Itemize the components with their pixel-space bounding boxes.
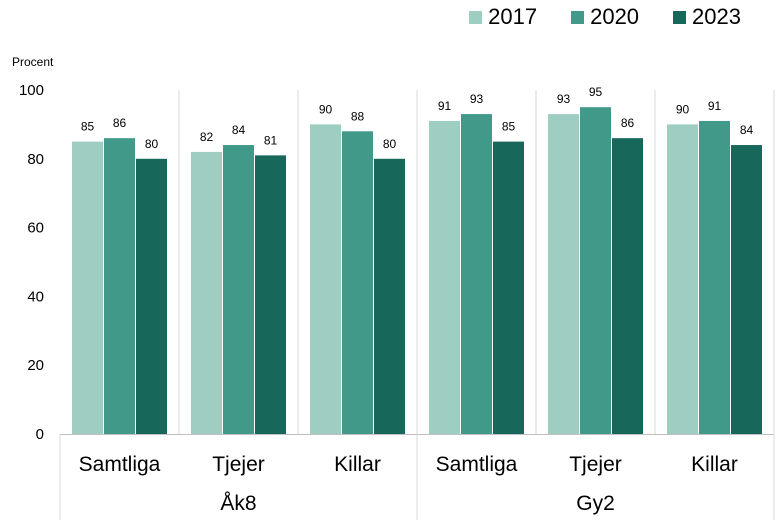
data-label: 84 xyxy=(740,123,754,137)
data-label: 81 xyxy=(264,133,278,147)
bar-2020 xyxy=(223,145,254,435)
x-tick-label: Samtliga xyxy=(79,453,161,476)
legend: 2017 2020 2023 xyxy=(469,4,741,30)
legend-item-2020: 2020 xyxy=(571,4,639,30)
group-label: Åk8 xyxy=(220,492,256,515)
bar-2023 xyxy=(612,138,643,434)
data-label: 84 xyxy=(232,123,246,137)
bar-2023 xyxy=(136,158,167,435)
data-label: 91 xyxy=(708,99,722,113)
legend-item-2017: 2017 xyxy=(469,4,537,30)
bar-2020 xyxy=(104,138,135,434)
bar-2017 xyxy=(310,124,341,435)
bar-2017 xyxy=(429,120,460,435)
y-axis-label: Procent xyxy=(12,55,54,69)
data-label: 80 xyxy=(383,137,397,151)
bar-2020 xyxy=(699,120,730,435)
data-label: 80 xyxy=(145,137,159,151)
legend-label-2023: 2023 xyxy=(692,4,741,29)
bar-2017 xyxy=(72,141,103,434)
legend-label-2020: 2020 xyxy=(590,4,640,29)
legend-swatch-2023 xyxy=(673,10,687,24)
data-label: 85 xyxy=(81,120,95,134)
x-tick-label: Samtliga xyxy=(436,453,518,476)
x-tick-label: Tjejer xyxy=(569,453,622,476)
x-tick-label: Tjejer xyxy=(212,453,265,476)
bar-2017 xyxy=(548,114,579,434)
data-label: 88 xyxy=(351,109,365,123)
legend-swatch-2017 xyxy=(469,10,483,24)
bar-2023 xyxy=(255,155,286,435)
data-label: 95 xyxy=(589,85,603,99)
group-label: Gy2 xyxy=(576,492,615,515)
data-label: 93 xyxy=(557,92,571,106)
data-label: 91 xyxy=(438,99,452,113)
bar-2020 xyxy=(580,107,611,434)
y-tick-label: 100 xyxy=(19,82,44,99)
bar-2020 xyxy=(342,131,373,434)
bar-2017 xyxy=(191,151,222,435)
x-tick-label: Killar xyxy=(691,453,738,476)
bar-2023 xyxy=(493,141,524,434)
data-label: 93 xyxy=(470,92,484,106)
y-tick-label: 60 xyxy=(27,220,44,237)
legend-item-2023: 2023 xyxy=(673,4,741,30)
data-label: 86 xyxy=(113,116,127,130)
legend-label-2017: 2017 xyxy=(488,4,538,29)
data-label: 90 xyxy=(676,102,690,116)
y-tick-label: 80 xyxy=(27,151,44,168)
bar-2020 xyxy=(461,114,492,434)
x-tick-label: Killar xyxy=(334,453,381,476)
data-label: 90 xyxy=(319,102,333,116)
legend-swatch-2020 xyxy=(571,10,585,24)
y-tick-label: 20 xyxy=(27,357,44,374)
y-tick-label: 0 xyxy=(36,426,44,443)
bar-2017 xyxy=(667,124,698,435)
data-label: 82 xyxy=(200,130,214,144)
data-label: 86 xyxy=(621,116,635,130)
data-label: 85 xyxy=(502,120,516,134)
bar-2023 xyxy=(731,145,762,435)
y-tick-label: 40 xyxy=(27,288,44,305)
bar-2023 xyxy=(374,158,405,435)
